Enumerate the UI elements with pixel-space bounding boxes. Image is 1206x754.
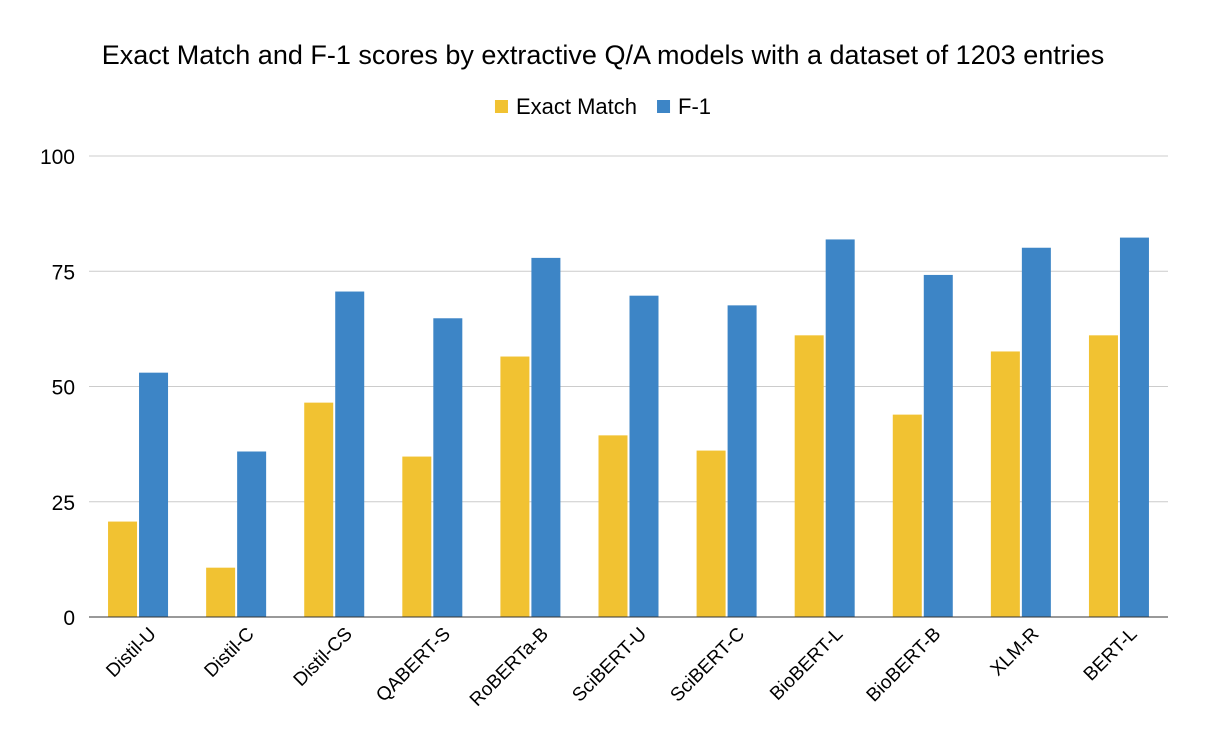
bars [108,237,1149,618]
x-tick-label: Distil-C [201,624,259,682]
bar-f1 [1119,237,1149,618]
bar-f1 [825,239,855,618]
y-tick-label: 75 [52,261,75,284]
legend-swatch [494,100,508,113]
bar-exact-match [304,402,334,617]
bar-exact-match [794,335,824,617]
legend-label: F-1 [678,94,711,119]
x-tick-label: BERT-L [1080,624,1142,686]
bar-f1 [727,305,757,617]
bar-f1 [1021,247,1051,617]
chart-title: Exact Match and F-1 scores by extractive… [102,40,1104,70]
legend-label: Exact Match [516,94,637,119]
bar-f1 [531,257,561,617]
bar-exact-match [108,521,138,617]
bar-f1 [237,451,267,617]
bar-exact-match [206,567,236,617]
x-tick-label: QABERT-S [372,624,455,707]
bar-exact-match [1088,335,1118,617]
legend-item: Exact Match [494,94,637,119]
y-tick-label: 50 [52,377,75,400]
x-axis: Distil-U Distil-C Distil-CS QABERT-S RoBERTa… [89,616,1168,711]
gridlines [89,155,1168,503]
y-tick-label: 100 [40,146,75,169]
bar-f1 [923,274,953,617]
y-tick-label: 0 [63,607,75,630]
bar-f1 [139,372,169,617]
bar-exact-match [402,456,432,617]
bar-f1 [433,318,463,617]
x-tick-label: BioBERT-B [863,624,946,707]
x-tick-label: RoBERTa-B [466,624,553,711]
y-tick-label: 25 [52,492,75,515]
bar-f1 [335,291,365,617]
y-axis: 0 25 50 75 100 [40,146,75,630]
bar-f1 [629,295,659,617]
x-tick-label: BioBERT-L [766,624,847,705]
legend-swatch [657,100,671,113]
x-tick-label: XLM-R [987,624,1044,681]
x-tick-label: SciBERT-C [667,624,750,707]
bar-exact-match [500,356,530,617]
bar-exact-match [598,435,628,617]
legend-item: F-1 [657,94,711,119]
x-tick-label: SciBERT-U [568,624,651,707]
bar-exact-match [696,450,726,617]
bar-exact-match [990,351,1020,617]
x-tick-label: Distil-U [102,624,160,682]
bar-exact-match [892,414,922,617]
x-tick-label: Distil-CS [290,624,357,691]
legend: Exact Match F-1 [494,94,711,119]
